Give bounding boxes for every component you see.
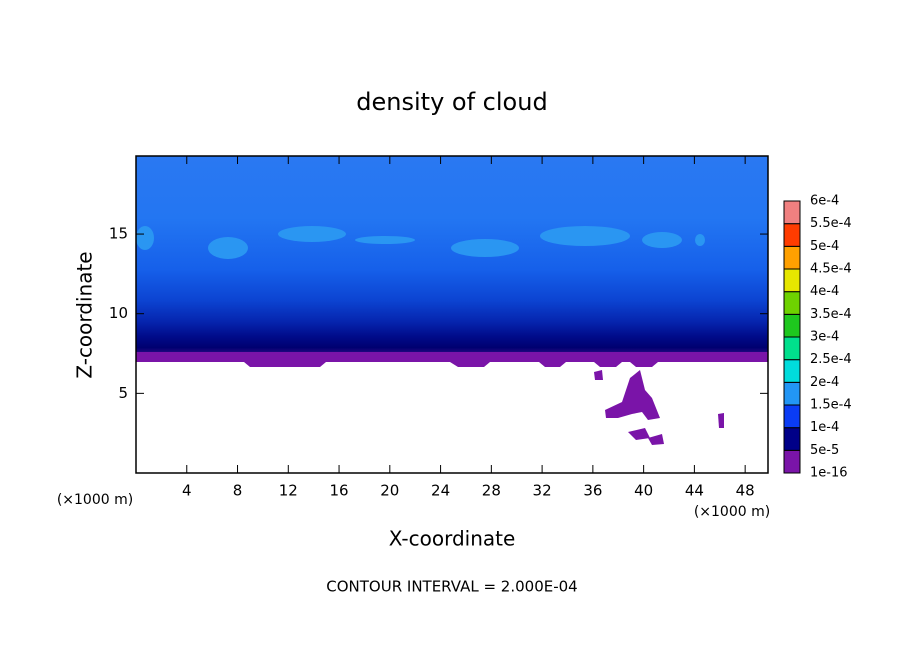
colorbar-box [783,245,801,270]
chart-title: density of cloud [356,88,547,116]
colorbar-box [783,268,801,293]
colorbar-box [783,291,801,315]
plot-frame [135,155,769,474]
colorbar-label: 1e-16 [810,466,848,481]
x-tick-label: 32 [533,482,552,500]
colorbar-label: 2.5e-4 [810,352,852,367]
colorbar-label: 6e-4 [810,194,839,209]
contour-field [136,156,768,445]
colorbar-box [783,313,801,338]
colorbar-label: 5e-4 [810,239,839,254]
y-axis-label: Z-coordinate [73,251,97,378]
colorbar-label: 4e-4 [810,284,839,299]
colorbar-label: 5e-5 [810,443,839,458]
colorbar-label: 3e-4 [810,330,839,345]
y-tick-label: 10 [109,304,128,322]
x-axis-label: X-coordinate [389,527,516,551]
contour-interval: CONTOUR INTERVAL = 2.000E-04 [326,578,577,596]
colorbar-box [783,223,801,247]
colorbar-box [783,381,801,406]
x-tick-label: 16 [330,482,349,500]
x-tick-label: 8 [233,482,243,500]
colorbar-label: 2e-4 [810,375,839,390]
colorbar-label: 1e-4 [810,420,839,435]
x-tick-label: 36 [583,482,602,500]
colorbar-box [783,336,801,361]
y-tick-label: 5 [118,384,128,402]
x-tick-label: 44 [685,482,704,500]
x-tick-label: 28 [482,482,501,500]
x-tick-label: 24 [431,482,450,500]
colorbar-label: 5.5e-4 [810,216,852,231]
x-tick-label: 48 [736,482,755,500]
x-tick-label: 20 [380,482,399,500]
colorbar-label: 3.5e-4 [810,307,852,322]
colorbar-box [783,404,801,429]
y-tick-label: 15 [109,225,128,243]
colorbar-box [783,200,801,225]
colorbar-box [783,427,801,451]
x-tick-label: 4 [182,482,192,500]
colorbar-label: 1.5e-4 [810,398,852,413]
colorbar-box [783,449,801,474]
y-unit: (×1000 m) [57,492,133,508]
x-tick-label: 12 [279,482,298,500]
colorbar-box [783,359,801,383]
x-tick-label: 40 [634,482,653,500]
x-unit: (×1000 m) [694,504,770,520]
colorbar-label: 4.5e-4 [810,262,852,277]
